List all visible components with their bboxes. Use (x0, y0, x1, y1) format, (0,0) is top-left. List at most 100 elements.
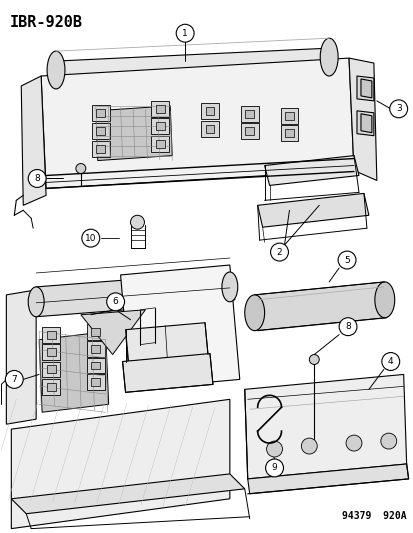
Polygon shape (356, 111, 373, 136)
Polygon shape (120, 265, 239, 389)
Polygon shape (280, 125, 298, 141)
Ellipse shape (47, 51, 65, 89)
Polygon shape (87, 324, 104, 340)
Ellipse shape (221, 272, 237, 302)
Polygon shape (96, 144, 105, 152)
Circle shape (28, 169, 46, 188)
Polygon shape (47, 383, 55, 391)
Circle shape (265, 459, 283, 477)
Polygon shape (257, 193, 368, 227)
Circle shape (107, 293, 124, 311)
Polygon shape (201, 103, 218, 119)
Circle shape (389, 100, 407, 118)
Circle shape (301, 438, 316, 454)
Text: 4: 4 (387, 357, 393, 366)
Ellipse shape (28, 287, 44, 317)
Polygon shape (6, 290, 36, 424)
Polygon shape (81, 310, 145, 354)
Text: 6: 6 (112, 297, 118, 306)
Polygon shape (11, 399, 229, 529)
Ellipse shape (374, 282, 394, 318)
Polygon shape (47, 330, 55, 338)
Circle shape (338, 318, 356, 336)
Polygon shape (360, 114, 371, 133)
Polygon shape (91, 361, 100, 369)
Polygon shape (91, 378, 100, 386)
Polygon shape (254, 282, 386, 330)
Polygon shape (92, 105, 109, 121)
Circle shape (381, 352, 399, 370)
Circle shape (309, 354, 318, 365)
Polygon shape (240, 106, 258, 122)
Polygon shape (39, 332, 108, 412)
Polygon shape (96, 127, 105, 135)
Polygon shape (47, 366, 55, 374)
Polygon shape (280, 108, 298, 124)
Polygon shape (41, 58, 353, 188)
Circle shape (82, 229, 100, 247)
Polygon shape (36, 275, 234, 315)
Polygon shape (47, 348, 55, 356)
Circle shape (266, 441, 282, 457)
Polygon shape (244, 375, 406, 479)
Polygon shape (42, 327, 60, 343)
Polygon shape (247, 464, 408, 494)
Polygon shape (96, 109, 105, 117)
Polygon shape (11, 474, 244, 514)
Polygon shape (95, 106, 172, 160)
Polygon shape (205, 125, 214, 133)
Text: 3: 3 (395, 104, 401, 114)
Polygon shape (201, 121, 218, 136)
Polygon shape (155, 140, 164, 148)
Text: 8: 8 (344, 322, 350, 331)
Polygon shape (244, 127, 254, 135)
Circle shape (5, 370, 23, 389)
Text: 9: 9 (271, 464, 277, 472)
Text: 94379  920A: 94379 920A (341, 511, 406, 521)
Text: 5: 5 (343, 255, 349, 264)
Circle shape (380, 433, 396, 449)
Polygon shape (151, 136, 169, 151)
Text: 10: 10 (85, 233, 96, 243)
Polygon shape (21, 76, 46, 205)
Text: 2: 2 (276, 247, 282, 256)
Polygon shape (92, 123, 109, 139)
Polygon shape (244, 110, 254, 118)
Text: 8: 8 (34, 174, 40, 183)
Circle shape (130, 215, 144, 229)
Circle shape (270, 243, 288, 261)
Polygon shape (91, 345, 100, 352)
Polygon shape (91, 328, 100, 336)
Polygon shape (87, 358, 104, 374)
Circle shape (337, 251, 355, 269)
Text: IBR-920B: IBR-920B (9, 15, 82, 30)
Polygon shape (284, 129, 293, 136)
Polygon shape (122, 353, 212, 392)
Polygon shape (240, 123, 258, 139)
Polygon shape (42, 361, 60, 377)
Polygon shape (155, 122, 164, 130)
Ellipse shape (244, 295, 264, 330)
Polygon shape (56, 48, 328, 79)
Polygon shape (42, 379, 60, 395)
Circle shape (176, 25, 194, 42)
Text: 7: 7 (12, 375, 17, 384)
Polygon shape (356, 76, 373, 101)
Polygon shape (151, 101, 169, 117)
Polygon shape (125, 322, 207, 361)
Polygon shape (92, 141, 109, 157)
Circle shape (76, 164, 85, 173)
Polygon shape (36, 272, 229, 317)
Ellipse shape (320, 38, 337, 76)
Polygon shape (87, 341, 104, 357)
Polygon shape (42, 344, 60, 360)
Circle shape (345, 435, 361, 451)
Text: 1: 1 (182, 29, 188, 38)
Polygon shape (348, 58, 376, 181)
Polygon shape (155, 105, 164, 113)
Polygon shape (360, 79, 371, 98)
Polygon shape (151, 118, 169, 134)
Polygon shape (264, 156, 358, 185)
Polygon shape (205, 107, 214, 115)
Polygon shape (284, 112, 293, 120)
